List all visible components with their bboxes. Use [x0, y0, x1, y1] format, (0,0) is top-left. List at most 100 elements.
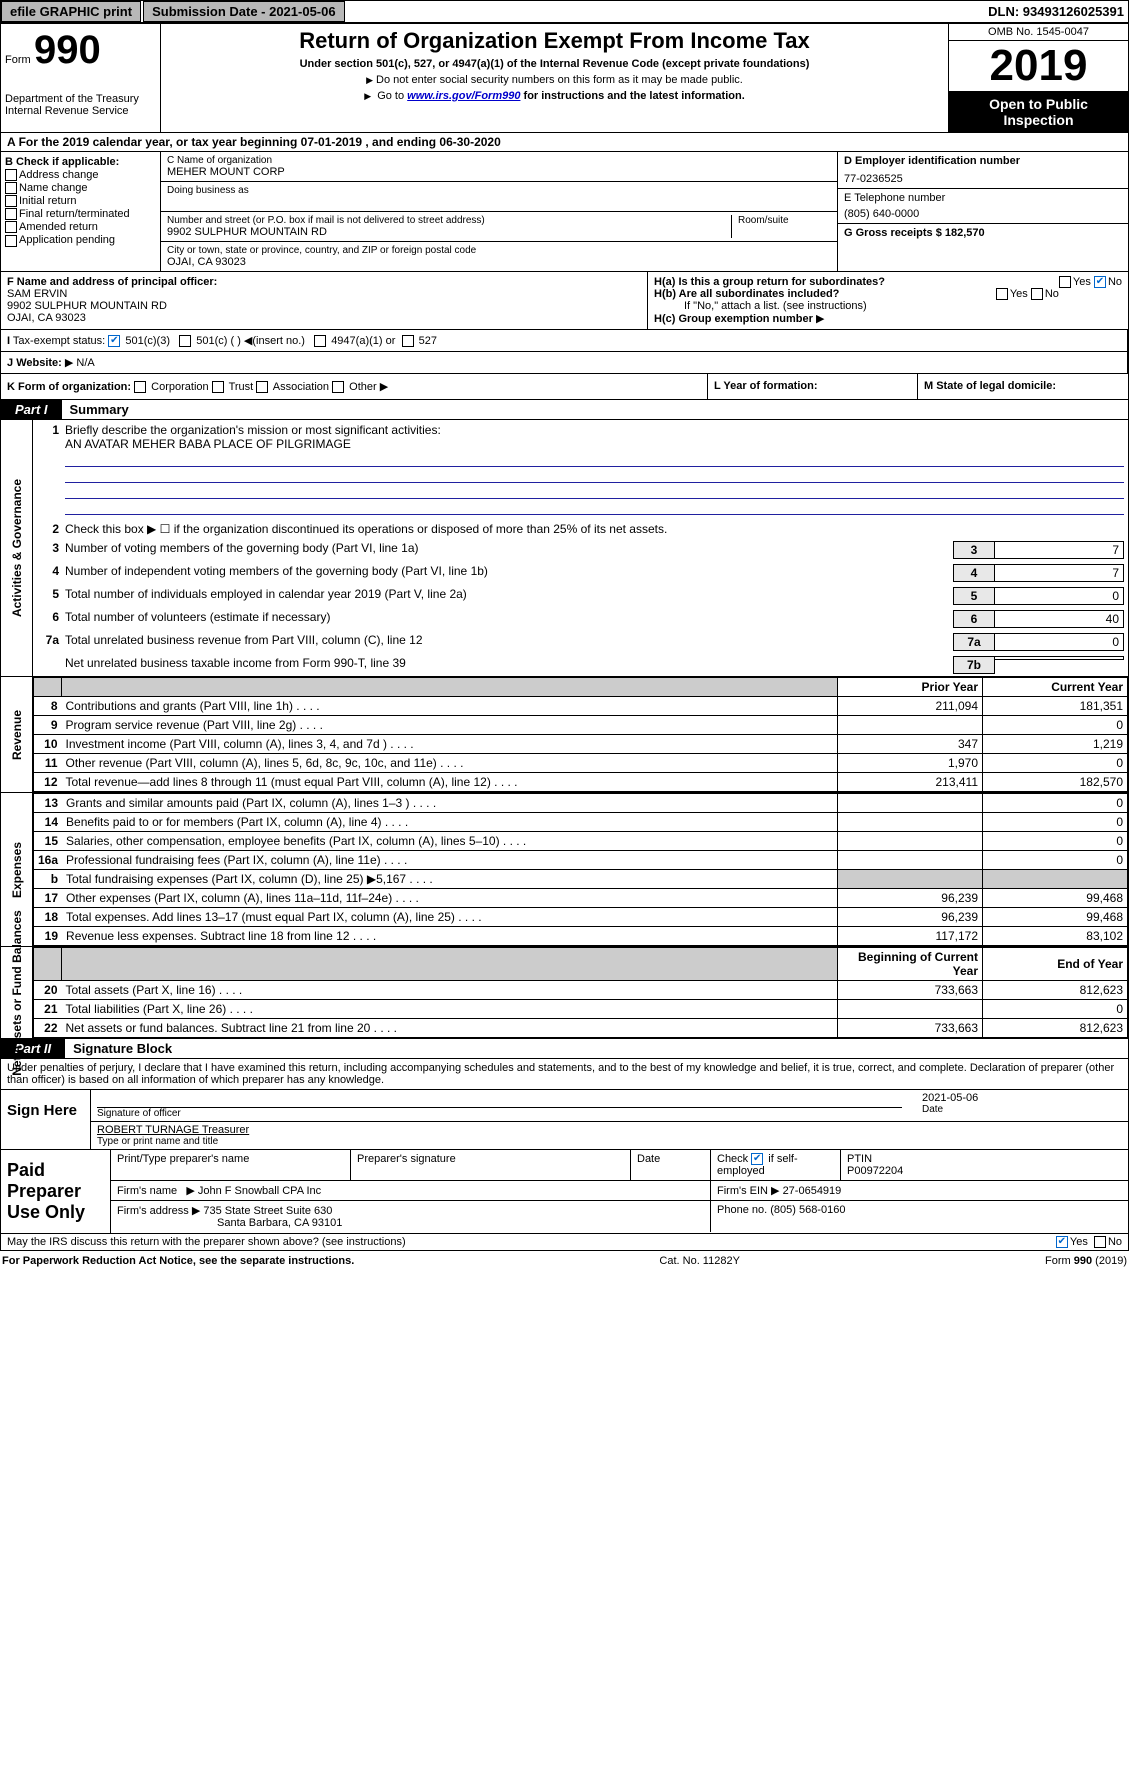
check-501c3[interactable]: ✔ — [108, 335, 120, 347]
form-subtitle: Under section 501(c), 527, or 4947(a)(1)… — [165, 58, 944, 70]
check-amended[interactable]: Amended return — [5, 221, 156, 233]
line-6: Total number of volunteers (estimate if … — [65, 610, 949, 624]
revenue-section: Revenue Prior Year Current Year 8Contrib… — [0, 677, 1129, 793]
sig-name-label: Type or print name and title — [97, 1136, 1102, 1147]
dba-label: Doing business as — [167, 185, 831, 196]
revenue-table: Prior Year Current Year 8Contributions a… — [33, 677, 1128, 792]
hdr-begin: Beginning of Current Year — [838, 948, 983, 981]
firm-addr1: 735 State Street Suite 630 — [203, 1205, 332, 1217]
check-name-change[interactable]: Name change — [5, 182, 156, 194]
prep-phone-label: Phone no. — [717, 1204, 767, 1216]
val-7b — [994, 656, 1124, 660]
page-footer: For Paperwork Reduction Act Notice, see … — [0, 1251, 1129, 1271]
table-row: 13Grants and similar amounts paid (Part … — [34, 794, 1128, 813]
prep-ptin: P00972204 — [847, 1165, 903, 1177]
part-2-header: Part II Signature Block — [0, 1039, 1129, 1059]
netassets-table: Beginning of Current Year End of Year 20… — [33, 947, 1128, 1038]
form-org-label: K Form of organization: — [7, 381, 131, 393]
declaration: Under penalties of perjury, I declare th… — [0, 1059, 1129, 1090]
goto-pre: Go to — [377, 90, 407, 102]
org-name: MEHER MOUNT CORP — [167, 166, 831, 178]
table-row: 11Other revenue (Part VIII, column (A), … — [34, 754, 1128, 773]
prep-label: Paid Preparer Use Only — [1, 1150, 111, 1233]
hdr-current: Current Year — [983, 678, 1128, 697]
hb-label: H(b) Are all subordinates included? — [654, 288, 839, 300]
footer-left: For Paperwork Reduction Act Notice, see … — [2, 1255, 354, 1267]
tax-period: A For the 2019 calendar year, or tax yea… — [0, 133, 1129, 152]
ssn-note: Do not enter social security numbers on … — [165, 74, 944, 86]
footer-right: Form 990 (2019) — [1045, 1255, 1127, 1267]
sig-date: 2021-05-06 — [922, 1092, 1102, 1104]
mission-label: Briefly describe the organization's miss… — [65, 423, 441, 437]
firm-name-label: Firm's name — [117, 1185, 177, 1197]
year-formation-label: L Year of formation: — [714, 380, 818, 392]
row-klm: K Form of organization: Corporation Trus… — [0, 374, 1129, 400]
table-row: 15Salaries, other compensation, employee… — [34, 832, 1128, 851]
table-row: bTotal fundraising expenses (Part IX, co… — [34, 870, 1128, 889]
box-c: C Name of organization MEHER MOUNT CORP … — [161, 152, 838, 271]
prep-h5: PTIN — [847, 1153, 872, 1165]
submission-date: Submission Date - 2021-05-06 — [143, 1, 345, 22]
omb-number: OMB No. 1545-0047 — [949, 24, 1128, 41]
sig-officer-label: Signature of officer — [97, 1108, 902, 1119]
box-b: B Check if applicable: Address change Na… — [1, 152, 161, 271]
table-row: 10Investment income (Part VIII, column (… — [34, 735, 1128, 754]
check-initial-return[interactable]: Initial return — [5, 195, 156, 207]
sign-here-label: Sign Here — [1, 1090, 91, 1149]
firm-ein-label: Firm's EIN — [717, 1185, 768, 1197]
discuss-no[interactable] — [1094, 1236, 1106, 1248]
box-deg: D Employer identification number 77-0236… — [838, 152, 1128, 271]
table-row: 19Revenue less expenses. Subtract line 1… — [34, 927, 1128, 946]
department-label: Department of the Treasury Internal Reve… — [5, 93, 156, 117]
gov-side-label: Activities & Governance — [10, 479, 24, 617]
line-7a: Total unrelated business revenue from Pa… — [65, 633, 949, 647]
part-1-tab: Part I — [1, 400, 62, 419]
row-j: J Website: ▶ N/A — [0, 352, 1129, 374]
officer-name: SAM ERVIN — [7, 288, 67, 300]
website-value: N/A — [76, 357, 94, 369]
part-1-header: Part I Summary — [0, 400, 1129, 420]
table-row: 18Total expenses. Add lines 13–17 (must … — [34, 908, 1128, 927]
table-row: 17Other expenses (Part IX, column (A), l… — [34, 889, 1128, 908]
table-row: 8Contributions and grants (Part VIII, li… — [34, 697, 1128, 716]
tax-year: 2019 — [949, 41, 1128, 92]
goto-note: Go to www.irs.gov/Form990 for instructio… — [165, 90, 944, 102]
gross-receipts: G Gross receipts $ 182,570 — [844, 227, 985, 239]
org-name-label: C Name of organization — [167, 155, 831, 166]
check-application-pending[interactable]: Application pending — [5, 234, 156, 246]
sig-date-label: Date — [922, 1104, 1102, 1115]
dln-label: DLN: 93493126025391 — [988, 4, 1128, 19]
street-value: 9902 SULPHUR MOUNTAIN RD — [167, 226, 731, 238]
table-row: 20Total assets (Part X, line 16) . . . .… — [34, 981, 1128, 1000]
preparer-block: Paid Preparer Use Only Print/Type prepar… — [0, 1150, 1129, 1234]
form-label: Form — [5, 54, 31, 66]
discuss-row: May the IRS discuss this return with the… — [0, 1234, 1129, 1251]
irs-link[interactable]: www.irs.gov/Form990 — [407, 90, 520, 102]
line-7b: Net unrelated business taxable income fr… — [65, 656, 949, 670]
prep-phone: (805) 568-0160 — [770, 1204, 845, 1216]
val-6: 40 — [994, 610, 1124, 628]
form-number: 990 — [34, 28, 101, 72]
check-final-return[interactable]: Final return/terminated — [5, 208, 156, 220]
efile-print-button[interactable]: efile GRAPHIC print — [1, 1, 141, 22]
netassets-section: Net Assets or Fund Balances Beginning of… — [0, 947, 1129, 1039]
line-5: Total number of individuals employed in … — [65, 587, 949, 601]
firm-ein: 27-0654919 — [783, 1185, 842, 1197]
discuss-yes[interactable]: ✔ — [1056, 1236, 1068, 1248]
sign-block: Sign Here Signature of officer 2021-05-0… — [0, 1090, 1129, 1150]
box-b-title: B Check if applicable: — [5, 156, 119, 168]
expenses-section: Expenses 13Grants and similar amounts pa… — [0, 793, 1129, 947]
row-fh: F Name and address of principal officer:… — [0, 272, 1129, 330]
table-row: 14Benefits paid to or for members (Part … — [34, 813, 1128, 832]
line-2: Check this box ▶ ☐ if the organization d… — [65, 522, 1124, 536]
hdr-end: End of Year — [983, 948, 1128, 981]
val-3: 7 — [994, 541, 1124, 559]
firm-addr-label: Firm's address — [117, 1205, 189, 1217]
discuss-text: May the IRS discuss this return with the… — [7, 1236, 406, 1248]
line-3: Number of voting members of the governin… — [65, 541, 949, 555]
ha-label: H(a) Is this a group return for subordin… — [654, 276, 885, 288]
table-row: 12Total revenue—add lines 8 through 11 (… — [34, 773, 1128, 792]
check-address-change[interactable]: Address change — [5, 169, 156, 181]
state-domicile-label: M State of legal domicile: — [924, 380, 1056, 392]
phone-value: (805) 640-0000 — [844, 208, 1122, 220]
